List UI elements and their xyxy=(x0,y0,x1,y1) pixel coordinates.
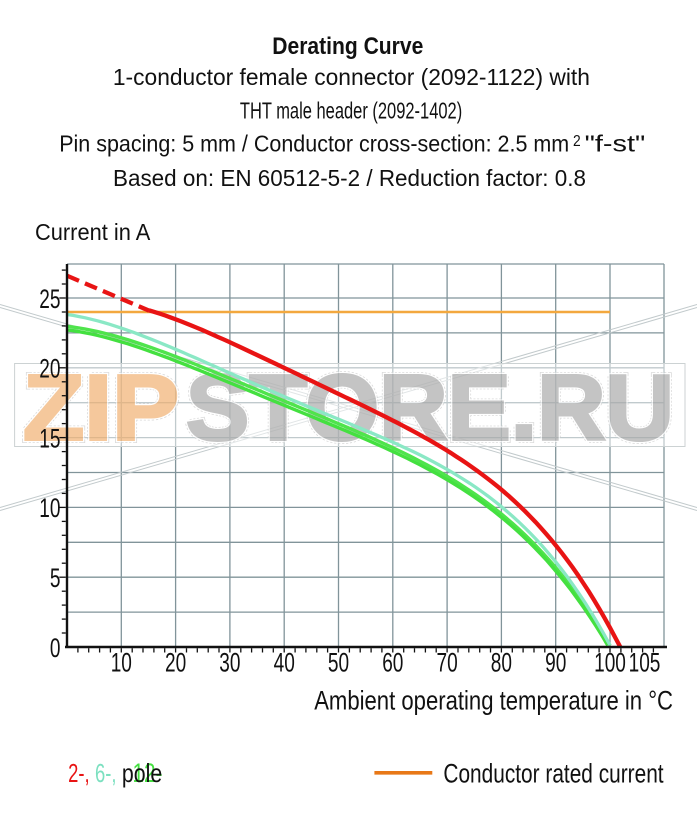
svg-text:1-conductor female connector (: 1-conductor female connector (2092-1122)… xyxy=(113,64,590,90)
svg-text:105: 105 xyxy=(629,648,661,678)
svg-text:STORE.RU: STORE.RU xyxy=(186,356,674,460)
svg-text:2-,: 2-, xyxy=(68,758,90,788)
svg-text:Pin spacing: 5 mm / Conductor: Pin spacing: 5 mm / Conductor cross-sect… xyxy=(59,131,569,157)
svg-text:ZIP: ZIP xyxy=(23,356,179,460)
svg-text:50: 50 xyxy=(328,648,349,678)
svg-text:5: 5 xyxy=(50,563,61,593)
svg-text:60: 60 xyxy=(382,648,403,678)
svg-text:20: 20 xyxy=(165,648,186,678)
svg-text:15: 15 xyxy=(39,423,60,453)
svg-text:THT male header (2092-1402): THT male header (2092-1402) xyxy=(240,98,462,124)
svg-text:STORE.RU: STORE.RU xyxy=(186,356,674,460)
svg-text:10: 10 xyxy=(111,648,132,678)
svg-text:Based on: EN 60512-5-2 / Reduc: Based on: EN 60512-5-2 / Reduction facto… xyxy=(113,165,586,191)
svg-text:pole: pole xyxy=(122,758,162,788)
svg-text:10: 10 xyxy=(39,493,60,523)
svg-text:"f-st": "f-st" xyxy=(585,131,646,157)
svg-text:25: 25 xyxy=(39,284,60,314)
svg-text:40: 40 xyxy=(274,648,295,678)
svg-text:ZIP: ZIP xyxy=(23,356,179,460)
svg-text:70: 70 xyxy=(437,648,458,678)
svg-text:Derating Curve: Derating Curve xyxy=(272,33,423,60)
svg-text:90: 90 xyxy=(545,648,566,678)
svg-text:0: 0 xyxy=(50,633,61,663)
svg-text:30: 30 xyxy=(219,648,240,678)
svg-text:Current in A: Current in A xyxy=(35,219,151,245)
svg-text:STORE.RU: STORE.RU xyxy=(186,356,674,460)
svg-text:Conductor rated current: Conductor rated current xyxy=(443,758,664,788)
svg-text:12-: 12- xyxy=(133,758,163,788)
svg-text:2: 2 xyxy=(573,133,581,150)
svg-text:20: 20 xyxy=(39,354,60,384)
svg-text:ZIP: ZIP xyxy=(23,356,179,460)
svg-text:80: 80 xyxy=(491,648,512,678)
svg-text:100: 100 xyxy=(594,648,626,678)
svg-text:Ambient operating temperature: Ambient operating temperature in °C xyxy=(314,686,673,716)
svg-text:6-,: 6-, xyxy=(95,758,117,788)
